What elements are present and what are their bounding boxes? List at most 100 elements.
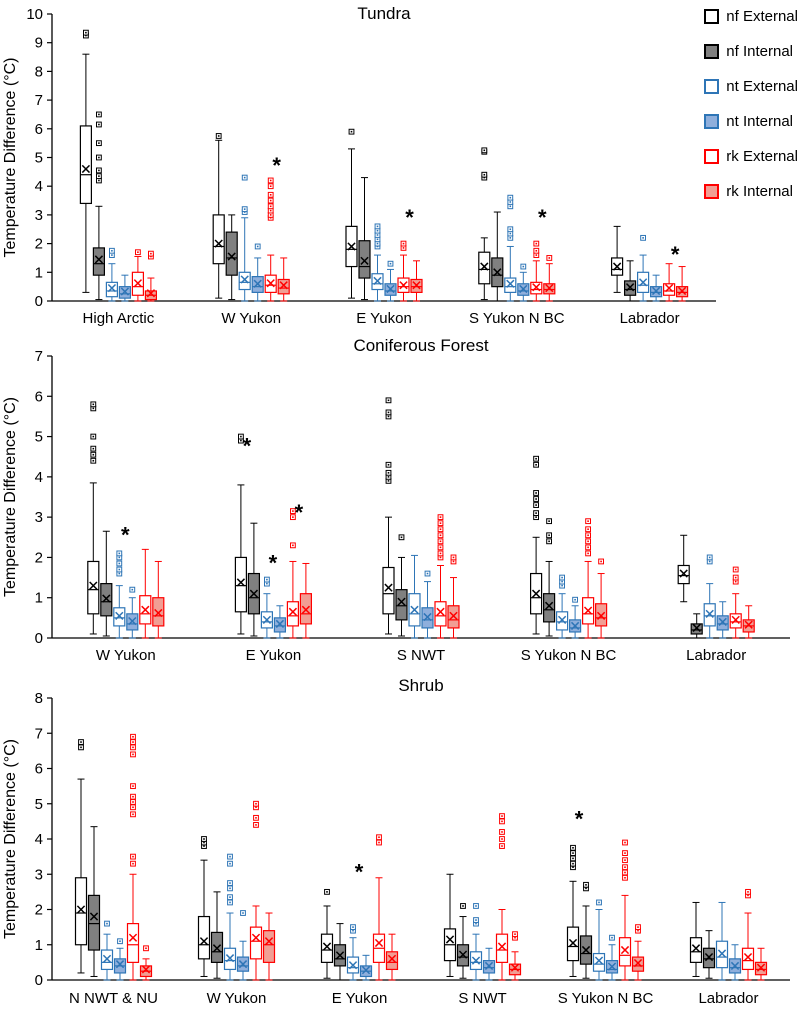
boxplot-nt-internal-e-yukon bbox=[384, 260, 397, 302]
outlier-dot bbox=[439, 528, 442, 531]
boxplot-rk-internal-labrador bbox=[754, 947, 768, 981]
mean-marker bbox=[691, 944, 701, 953]
y-tick-label: 1 bbox=[35, 937, 43, 954]
outlier-dot bbox=[92, 459, 95, 462]
outlier-dot bbox=[376, 229, 379, 232]
outlier-dot bbox=[292, 516, 294, 518]
mean-marker bbox=[141, 605, 150, 614]
legend-swatch-nt-external bbox=[704, 79, 720, 94]
box bbox=[395, 589, 408, 621]
outlier-dot bbox=[426, 572, 429, 575]
outlier-dot bbox=[747, 894, 749, 897]
boxplot-nt-external-w-yukon bbox=[238, 174, 251, 302]
y-tick-label: 0 bbox=[35, 293, 43, 310]
mean-marker bbox=[361, 965, 371, 975]
mean-marker bbox=[557, 615, 567, 625]
boxplot-nt-internal-labrador bbox=[728, 944, 742, 981]
y-tick-label: 8 bbox=[35, 690, 43, 707]
boxplot-nt-internal-e-yukon bbox=[273, 605, 286, 639]
outlier-dot bbox=[132, 795, 134, 798]
category-label-s-nwt: S NWT bbox=[458, 990, 506, 1007]
outlier-dot bbox=[145, 947, 147, 950]
legend-item-nf-internal: nf Internal bbox=[704, 43, 798, 60]
y-tick-label: 1 bbox=[35, 264, 43, 281]
significance-asterisk: * bbox=[269, 550, 278, 575]
outlier-dot bbox=[92, 403, 95, 406]
mean-marker bbox=[743, 952, 753, 962]
boxplot-nt-internal-w-yukon bbox=[126, 586, 139, 639]
outlier-dot bbox=[402, 242, 405, 245]
y-tick-label: 3 bbox=[35, 509, 43, 526]
outlier-dot bbox=[734, 568, 737, 571]
category-label-s-yukon-n-bc: S Yukon N BC bbox=[469, 310, 565, 327]
box bbox=[385, 951, 399, 971]
outlier-dot bbox=[585, 884, 587, 886]
boxplot-nf-external-e-yukon bbox=[234, 433, 247, 635]
box bbox=[277, 278, 290, 295]
outlier-dot bbox=[509, 205, 512, 208]
outlier-dot bbox=[132, 746, 134, 749]
boxplot-rk-internal-n-nwt-nu bbox=[139, 945, 153, 981]
boxplot-nf-internal-labrador bbox=[690, 613, 703, 639]
outlier-dot bbox=[637, 926, 639, 928]
outlier-dot bbox=[119, 940, 121, 943]
outlier-dot bbox=[624, 852, 626, 854]
outlier-dot bbox=[229, 855, 231, 858]
boxplot-rk-internal-labrador bbox=[675, 266, 689, 302]
y-tick-label: 7 bbox=[35, 348, 43, 365]
outlier-dot bbox=[509, 201, 512, 203]
outlier-dot bbox=[561, 580, 563, 583]
boxplot-rk-internal-e-yukon bbox=[299, 562, 312, 639]
boxplot-nf-external-s-nwt bbox=[443, 873, 457, 977]
boxplot-rk-external-s-yukon-n-bc bbox=[618, 839, 632, 981]
outlier-dot bbox=[132, 753, 134, 756]
boxplot-nt-internal-s-nwt bbox=[482, 947, 496, 981]
boxplot-nt-internal-s-yukon-n-bc bbox=[568, 596, 582, 639]
boxplot-rk-external-high-arctic bbox=[131, 249, 144, 302]
legend-item-rk-internal: rk Internal bbox=[704, 183, 798, 200]
legend-label: rk Internal bbox=[726, 183, 793, 200]
mean-marker bbox=[146, 289, 156, 298]
outlier-dot bbox=[572, 847, 574, 849]
outlier-dot bbox=[587, 520, 589, 522]
outlier-dot bbox=[389, 262, 392, 265]
mean-marker bbox=[89, 912, 99, 921]
y-tick-label: 4 bbox=[35, 178, 43, 195]
mean-marker bbox=[532, 283, 541, 292]
outlier-dot bbox=[439, 552, 442, 555]
boxplot-nf-internal-w-yukon bbox=[210, 891, 224, 979]
significance-asterisk: * bbox=[538, 205, 547, 230]
y-tick-label: 7 bbox=[35, 92, 43, 109]
boxplot-nf-internal-e-yukon bbox=[333, 923, 347, 981]
mean-marker bbox=[506, 279, 515, 288]
boxplot-nf-internal-n-nwt-nu bbox=[87, 826, 101, 977]
category-label-s-nwt: S NWT bbox=[397, 647, 445, 664]
outlier-dot bbox=[98, 175, 100, 177]
outlier-dot bbox=[587, 540, 589, 543]
box bbox=[618, 937, 632, 967]
outlier-dot bbox=[587, 546, 589, 549]
mean-marker bbox=[264, 937, 274, 946]
mean-marker bbox=[519, 284, 528, 294]
outlier-dot bbox=[352, 926, 354, 928]
mean-marker bbox=[154, 608, 163, 618]
boxplot-nf-internal-high-arctic bbox=[92, 111, 106, 301]
mean-marker bbox=[107, 283, 117, 293]
y-tick-label: 2 bbox=[35, 902, 43, 919]
boxplot-nf-internal-e-yukon bbox=[247, 522, 260, 637]
outlier-dot bbox=[387, 415, 390, 418]
boxplot-nf-external-e-yukon bbox=[345, 128, 358, 299]
outlier-dot bbox=[598, 901, 600, 904]
significance-asterisk: * bbox=[272, 153, 281, 178]
outlier-dot bbox=[378, 841, 380, 844]
mean-marker bbox=[128, 616, 137, 626]
legend-item-rk-external: rk External bbox=[704, 148, 798, 165]
outlier-dot bbox=[98, 113, 100, 116]
outlier-dot bbox=[80, 741, 82, 743]
boxplot-rk-external-s-nwt bbox=[434, 514, 447, 639]
mean-marker bbox=[423, 612, 432, 622]
boxplot-nf-external-w-yukon bbox=[212, 133, 225, 299]
legend-item-nt-internal: nt Internal bbox=[704, 113, 798, 130]
outlier-dot bbox=[92, 435, 95, 438]
boxplot-nf-external-s-nwt bbox=[382, 397, 395, 635]
